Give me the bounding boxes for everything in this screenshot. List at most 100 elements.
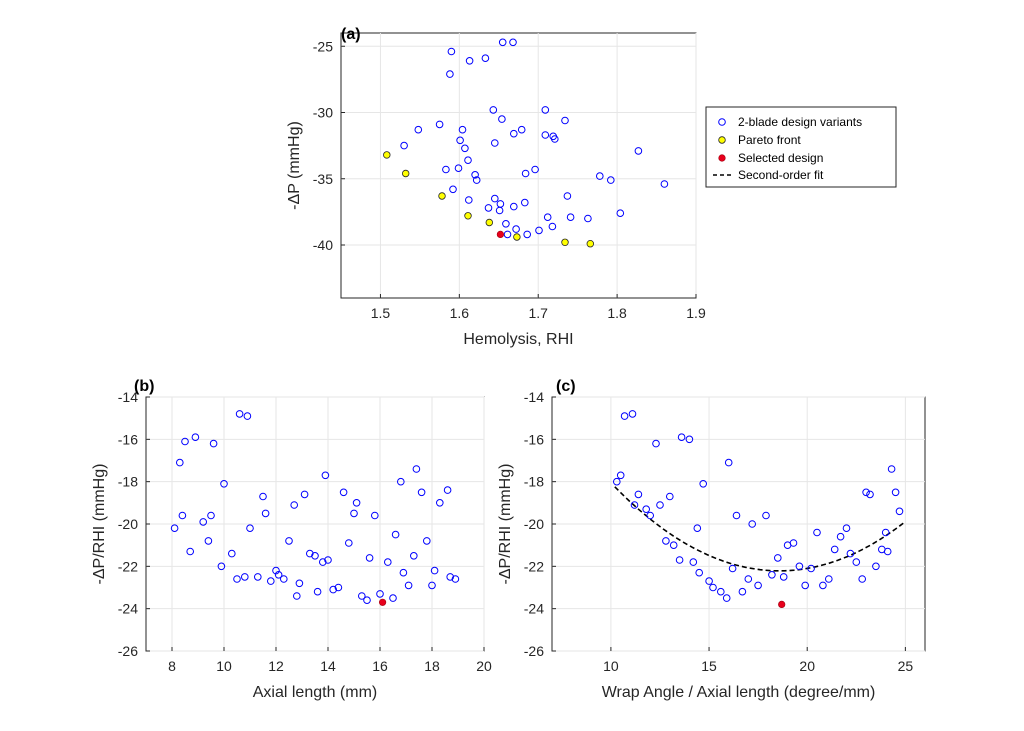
design-variant-point — [872, 562, 880, 571]
pareto-point — [586, 239, 594, 248]
legend-variants-marker — [718, 118, 726, 126]
x-tick-label: 18 — [424, 658, 440, 674]
design-variant-point — [566, 213, 575, 221]
design-variant-point — [502, 220, 510, 228]
design-variant-point — [358, 592, 366, 600]
legend-box — [705, 106, 897, 188]
x-tick-label: 8 — [168, 658, 176, 674]
design-variant-point — [699, 480, 708, 488]
y-tick-label: -20 — [118, 516, 138, 532]
design-variant-point — [496, 200, 505, 208]
design-variant-point — [616, 471, 625, 480]
y-tick-label: -25 — [313, 38, 333, 54]
design-variant-point — [220, 480, 228, 488]
design-variant-point — [613, 477, 621, 486]
design-variant-point — [774, 554, 782, 562]
design-variant-point — [584, 214, 592, 223]
design-variant-point — [498, 115, 506, 123]
design-variant-point — [446, 573, 455, 581]
panel-a-points — [383, 38, 669, 248]
legend-selected-label: Selected design — [738, 151, 823, 165]
design-variant-point — [345, 539, 353, 547]
design-variant-point — [724, 458, 733, 467]
design-variant-point — [795, 562, 804, 571]
legend-selected-marker — [718, 154, 726, 162]
design-variant-point — [517, 125, 526, 134]
design-variant-point — [204, 537, 213, 545]
panel-a-x-axis-label: Hemolysis, RHI — [463, 331, 573, 348]
design-variant-point — [630, 501, 639, 509]
pareto-point — [383, 151, 391, 159]
x-tick-label: 1.5 — [371, 305, 391, 321]
design-variant-point — [436, 499, 444, 507]
panel-b-x-axis-label: Axial length (mm) — [253, 684, 377, 701]
design-variant-point — [521, 198, 529, 207]
design-variant-point — [836, 532, 845, 541]
y-tick-label: -20 — [524, 516, 544, 532]
design-variant-point — [512, 225, 520, 233]
design-variant-point — [709, 583, 717, 592]
design-variant-point — [634, 147, 643, 155]
legend: 2-blade design variants Pareto front Sel… — [705, 106, 897, 188]
design-variant-point — [495, 206, 504, 215]
design-variant-point — [662, 537, 670, 545]
y-tick-label: -26 — [118, 643, 138, 659]
design-variant-point — [209, 439, 218, 448]
design-variant-point — [498, 38, 507, 47]
design-variant-point — [290, 501, 299, 509]
design-variant-point — [363, 596, 371, 605]
design-variant-point — [451, 575, 460, 583]
design-variant-point — [561, 116, 569, 125]
design-variant-point — [456, 136, 464, 145]
pareto-point — [438, 192, 446, 200]
design-variant-point — [607, 176, 615, 184]
x-tick-label: 25 — [898, 658, 914, 674]
design-variant-point — [858, 575, 867, 583]
design-variant-point — [842, 524, 851, 533]
design-variant-point — [397, 477, 405, 486]
design-variant-point — [414, 125, 423, 134]
design-variant-point — [324, 556, 332, 564]
design-variant-point — [410, 552, 418, 560]
design-variant-point — [235, 410, 244, 418]
design-variant-point — [447, 47, 456, 56]
design-variant-point — [311, 552, 319, 560]
design-variant-point — [669, 541, 678, 550]
design-variant-point — [454, 164, 463, 172]
design-variant-point — [261, 509, 270, 518]
design-variant-point — [404, 581, 413, 590]
design-variant-point — [400, 141, 408, 150]
design-variant-point — [384, 558, 392, 566]
design-variant-point — [866, 490, 874, 499]
design-variant-point — [862, 488, 870, 497]
design-variant-point — [334, 583, 343, 592]
design-variant-point — [465, 196, 473, 204]
design-variant-point — [285, 537, 293, 545]
design-variant-point — [563, 192, 572, 200]
panel-b-y-axis-label: -ΔP/RHI (mmHg) — [91, 464, 108, 585]
legend-variants-label: 2-blade design variants — [738, 115, 862, 129]
design-variant-point — [543, 213, 552, 221]
panel-a-plot-area — [340, 32, 697, 299]
panel-a-y-axis-label: -ΔP (mmHg) — [286, 121, 303, 210]
design-variant-point — [306, 549, 314, 558]
design-variant-point — [365, 554, 374, 562]
design-variant-point — [722, 594, 731, 602]
panel-a-label: (a) — [341, 26, 361, 43]
design-variant-point — [675, 556, 684, 564]
design-variant-point — [191, 433, 200, 442]
design-variant-point — [646, 511, 655, 520]
panel-c-grid — [552, 396, 925, 652]
x-tick-label: 20 — [799, 658, 815, 674]
panel-a-grid — [341, 33, 697, 298]
y-tick-label: -18 — [524, 474, 544, 490]
design-variant-point — [531, 165, 539, 174]
design-variant-point — [484, 204, 493, 212]
panel-b-points — [170, 410, 460, 606]
design-variant-point — [321, 471, 330, 480]
design-variant-point — [176, 458, 184, 467]
design-variant-point — [620, 412, 629, 420]
design-variant-point — [300, 490, 309, 499]
design-variant-point — [503, 230, 512, 239]
design-variant-point — [510, 129, 518, 138]
